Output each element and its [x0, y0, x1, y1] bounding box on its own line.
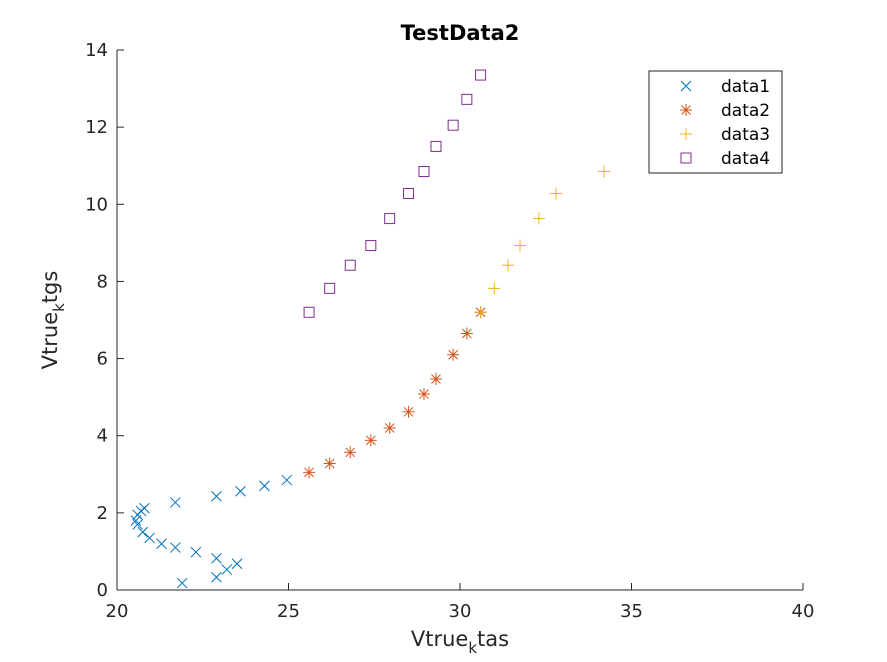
point-data4-3: [365, 240, 377, 252]
point-data4-0: [303, 306, 315, 318]
x-tick-label: 35: [620, 601, 643, 622]
point-data4-1: [324, 282, 336, 294]
y-tick-label: 0: [97, 580, 108, 601]
point-data1-2: [221, 564, 233, 575]
point-data2-0: [303, 466, 316, 479]
point-data1-9: [137, 526, 149, 538]
y-tick-label: 14: [85, 40, 108, 61]
x-axis-label: Vtruektas: [411, 627, 509, 657]
point-data1-7: [156, 538, 167, 550]
point-data2-8: [447, 348, 460, 361]
point-data2-6: [417, 388, 430, 401]
legend-label-data3: data3: [721, 125, 770, 145]
point-data4-4: [384, 213, 396, 225]
x-tick-label: 20: [106, 601, 129, 622]
legend-marker-data2: [680, 104, 692, 116]
point-data3-1: [488, 282, 501, 295]
point-data1-8: [144, 532, 155, 544]
legend-label-data1: data1: [721, 77, 770, 97]
point-data4-2: [344, 259, 356, 271]
point-data2-2: [344, 446, 357, 459]
point-data3-4: [532, 212, 545, 225]
y-tick-label: 8: [97, 271, 108, 292]
point-data1-3: [231, 558, 243, 570]
point-data1-4: [211, 553, 222, 564]
y-tick-label: 2: [97, 503, 108, 524]
y-tick-label: 12: [85, 117, 108, 138]
y-tick-label: 6: [97, 349, 108, 370]
point-data2-9: [460, 327, 473, 340]
legend-marker-data3: [680, 128, 692, 140]
legend-label-data2: data2: [721, 101, 770, 121]
point-data4-8: [447, 119, 459, 131]
point-data2-1: [323, 457, 336, 470]
point-data1-14: [139, 502, 150, 514]
point-data1-19: [281, 474, 293, 486]
legend: data1 data2 data3 data4: [648, 70, 783, 174]
point-data1-15: [169, 497, 181, 508]
point-data1-6: [169, 542, 181, 553]
point-data1-11: [130, 515, 142, 526]
point-data1-1: [211, 571, 222, 583]
point-data3-5: [550, 187, 563, 200]
y-axis-label: Vtruektgs: [38, 271, 68, 370]
legend-label-data4: data4: [721, 149, 770, 169]
point-data2-4: [383, 422, 396, 434]
y-tick-label: 4: [97, 426, 108, 447]
data-points: [130, 69, 611, 589]
point-data1-13: [135, 505, 147, 517]
point-data2-3: [364, 434, 377, 447]
point-data2-5: [402, 405, 415, 418]
point-data4-5: [403, 187, 415, 199]
point-data1-10: [132, 519, 143, 530]
point-data4-9: [461, 93, 473, 105]
point-data1-5: [190, 546, 202, 558]
y-tick-label: 10: [85, 194, 108, 215]
x-tick-label: 40: [792, 601, 815, 622]
point-data3-2: [502, 259, 515, 272]
point-data3-6: [598, 165, 611, 178]
point-data1-18: [259, 480, 270, 492]
point-data4-7: [430, 140, 442, 152]
point-data4-10: [475, 69, 487, 81]
point-data1-0: [176, 577, 188, 589]
legend-box: [648, 70, 783, 174]
point-data4-6: [418, 166, 430, 177]
chart-title: TestData2: [401, 21, 520, 45]
legend-marker-data1: [680, 80, 692, 92]
x-tick-label: 30: [449, 601, 472, 622]
point-data2-7: [429, 373, 442, 386]
point-data3-3: [514, 239, 527, 252]
point-data3-0: [474, 306, 487, 319]
x-tick-label: 25: [277, 601, 300, 622]
point-data1-17: [235, 485, 246, 497]
ticks: 20 25 30 35 40 0 2 4 6 8 10 12 14: [85, 40, 814, 622]
point-data1-16: [211, 490, 222, 502]
legend-marker-data4: [680, 152, 692, 164]
